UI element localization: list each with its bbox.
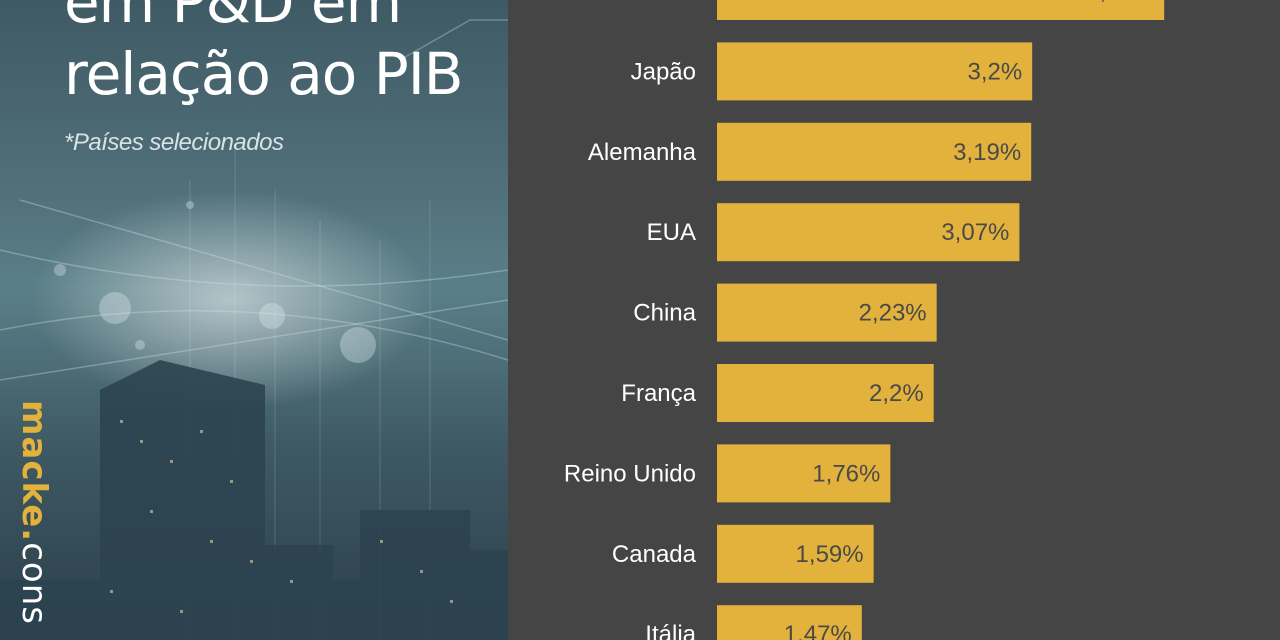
category-label-6: Reino Unido	[564, 460, 696, 487]
value-label-7: 1,59%	[796, 541, 864, 568]
bar-2	[717, 122, 1032, 181]
bar-8	[717, 605, 862, 640]
chart-title-line-2: relação ao PIB	[64, 40, 464, 108]
value-label-2: 3,19%	[953, 139, 1021, 166]
value-label-3: 3,07%	[941, 219, 1009, 246]
bar-4	[717, 283, 937, 342]
value-label-8: 1,47%	[784, 621, 852, 640]
value-label-5: 2,2%	[869, 380, 924, 407]
chart-subtitle: *Países selecionados	[64, 129, 284, 156]
value-label-1: 3,2%	[967, 58, 1022, 85]
bar-1	[717, 42, 1033, 101]
bar-5	[717, 364, 934, 422]
bar-0	[717, 0, 1165, 20]
value-label-4: 2,23%	[859, 300, 927, 327]
category-label-4: China	[633, 300, 696, 327]
category-label-3: EUA	[647, 219, 696, 246]
category-label-7: Canada	[612, 541, 697, 568]
value-label-6: 1,76%	[812, 460, 880, 487]
value-label-0: 4,54%	[1086, 0, 1154, 5]
category-label-1: Japão	[631, 58, 696, 85]
bar-6	[717, 444, 891, 503]
bar-3	[717, 203, 1020, 262]
bar-7	[717, 524, 874, 583]
brand-logo: macke.cons	[14, 400, 54, 625]
brand-logo-part-2: cons	[14, 542, 54, 625]
category-label-2: Alemanha	[588, 139, 697, 166]
cityscape-panel: em P&D em relação ao PIB *Países selecio…	[0, 0, 508, 640]
cityscape-illustration	[0, 19, 508, 640]
brand-logo-part-1: macke.	[14, 400, 54, 543]
category-label-5: França	[621, 380, 696, 407]
chart-title-line-1: em P&D em	[64, 0, 402, 36]
category-label-8: Itália	[645, 621, 696, 640]
